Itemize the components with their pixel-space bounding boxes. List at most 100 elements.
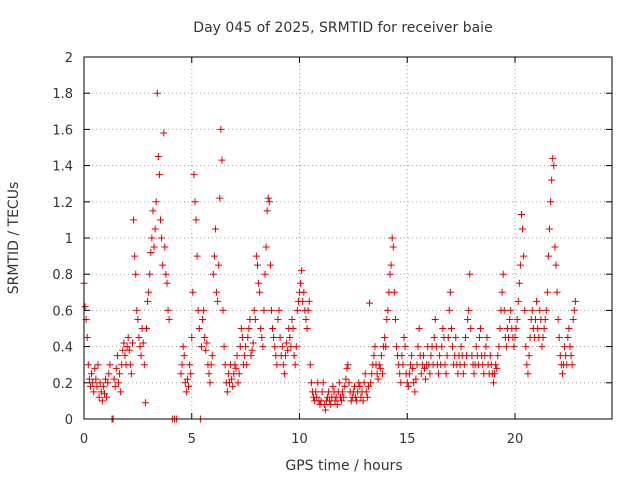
- data-point: [110, 375, 118, 383]
- data-point: [364, 382, 372, 390]
- data-point: [566, 343, 574, 351]
- data-point: [209, 270, 217, 278]
- data-point: [104, 379, 112, 387]
- data-point: [510, 343, 518, 351]
- data-point: [85, 375, 93, 383]
- data-point: [203, 339, 211, 347]
- data-point: [422, 375, 430, 383]
- data-point: [278, 343, 286, 351]
- data-point: [523, 361, 531, 369]
- data-point: [357, 393, 365, 401]
- data-point: [403, 379, 411, 387]
- data-point: [507, 306, 515, 314]
- data-point: [214, 297, 222, 305]
- data-point: [131, 252, 139, 260]
- data-point: [136, 343, 144, 351]
- data-point: [261, 270, 269, 278]
- data-point: [551, 243, 559, 251]
- data-point: [253, 261, 261, 269]
- data-point: [306, 361, 314, 369]
- data-point: [199, 315, 207, 323]
- data-point: [384, 306, 392, 314]
- data-point: [449, 343, 457, 351]
- data-point: [343, 364, 351, 372]
- data-point: [553, 288, 561, 296]
- data-point: [84, 361, 92, 369]
- x-tick-label: 20: [507, 432, 524, 447]
- data-point: [250, 306, 258, 314]
- data-point: [144, 297, 152, 305]
- data-point: [398, 352, 406, 360]
- data-point: [191, 198, 199, 206]
- data-point: [164, 306, 172, 314]
- data-point: [103, 393, 111, 401]
- data-point: [477, 325, 485, 332]
- data-point: [550, 162, 558, 170]
- data-point: [345, 379, 353, 387]
- data-point: [400, 334, 408, 342]
- data-point: [233, 352, 241, 360]
- data-point: [299, 297, 307, 305]
- data-point: [571, 297, 579, 305]
- data-point: [335, 379, 343, 387]
- data-point: [241, 352, 249, 360]
- data-point: [155, 171, 163, 179]
- chart-title: Day 045 of 2025, SRMTID for receiver bai…: [193, 20, 492, 36]
- data-point: [189, 288, 197, 296]
- data-point: [237, 325, 245, 332]
- data-point: [192, 216, 200, 224]
- data-point: [341, 382, 349, 390]
- data-point: [217, 125, 225, 133]
- data-point: [266, 261, 274, 269]
- data-point: [159, 261, 167, 269]
- data-point: [223, 388, 231, 396]
- data-point: [158, 234, 166, 242]
- data-point: [127, 370, 135, 378]
- data-point: [320, 401, 328, 409]
- y-tick-label: 1.6: [52, 123, 73, 138]
- data-point: [292, 343, 300, 351]
- data-point: [288, 315, 296, 323]
- data-point: [342, 375, 350, 383]
- data-point: [570, 306, 578, 314]
- data-point: [146, 270, 154, 278]
- data-point: [232, 364, 240, 372]
- data-point: [500, 306, 508, 314]
- data-point: [410, 379, 418, 387]
- data-point: [446, 288, 454, 296]
- data-point: [519, 225, 527, 233]
- data-point: [179, 343, 187, 351]
- data-point: [243, 361, 251, 369]
- data-point: [406, 361, 414, 369]
- data-point: [231, 361, 239, 369]
- data-point: [569, 315, 577, 323]
- data-point: [157, 216, 165, 224]
- data-point: [377, 352, 385, 360]
- data-point: [235, 370, 243, 378]
- y-tick-labels: 0 0.2 0.4 0.6 0.8 1 1.2 1.4 1.6 1.8 2: [52, 51, 73, 428]
- data-point: [145, 288, 153, 296]
- data-point: [362, 388, 370, 396]
- data-point: [270, 334, 278, 342]
- data-point: [91, 364, 99, 372]
- data-point: [120, 339, 128, 347]
- data-point: [139, 339, 147, 347]
- data-point: [511, 334, 519, 342]
- data-point: [547, 198, 555, 206]
- data-point: [97, 388, 105, 396]
- data-point: [128, 339, 136, 347]
- data-point: [88, 370, 96, 378]
- data-point: [359, 397, 367, 405]
- data-point: [290, 352, 298, 360]
- data-point: [218, 156, 226, 164]
- data-point: [153, 89, 161, 97]
- data-point: [248, 346, 256, 354]
- data-point: [154, 153, 162, 161]
- data-point: [340, 393, 348, 401]
- data-point: [447, 325, 455, 332]
- data-point: [321, 406, 329, 414]
- data-point: [117, 388, 125, 396]
- y-tick-label: 0: [65, 413, 73, 428]
- data-point: [452, 334, 460, 342]
- data-point: [391, 315, 399, 323]
